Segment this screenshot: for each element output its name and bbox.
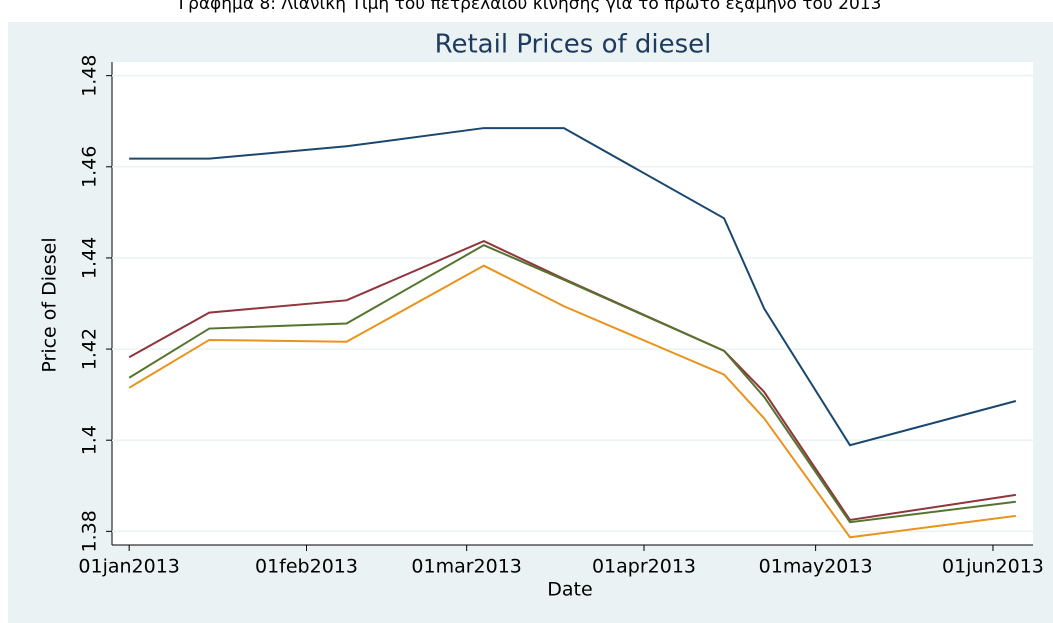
series-line: [128, 244, 1016, 524]
plot-region: [112, 62, 1033, 545]
x-tick-label: 01feb2013: [255, 556, 358, 578]
series-line: [128, 264, 1016, 539]
y-axis-label: Price of Diesel: [39, 237, 61, 372]
x-tick-label: 01may2013: [759, 556, 873, 578]
x-tick-label: 01jun2013: [942, 556, 1044, 578]
x-tick-label: 01mar2013: [411, 556, 522, 578]
y-tick-label: 1.46: [79, 146, 101, 188]
chart-title: Retail Prices of diesel: [435, 30, 712, 60]
y-tick-label: 1.42: [79, 328, 101, 370]
y-tick-label: 1.38: [79, 510, 101, 552]
caption: Γράφημα 8: Λιανική Τιμή του πετρελαίου κ…: [179, 0, 882, 14]
y-tick-label: 1.4: [79, 425, 101, 455]
x-axis-label: Date: [547, 579, 592, 601]
y-tick-label: 1.44: [79, 237, 101, 279]
x-tick-label: 01apr2013: [592, 556, 696, 578]
y-tick-label: 1.48: [79, 55, 101, 97]
x-tick-label: 01jan2013: [78, 556, 180, 578]
series-line: [129, 127, 1017, 447]
